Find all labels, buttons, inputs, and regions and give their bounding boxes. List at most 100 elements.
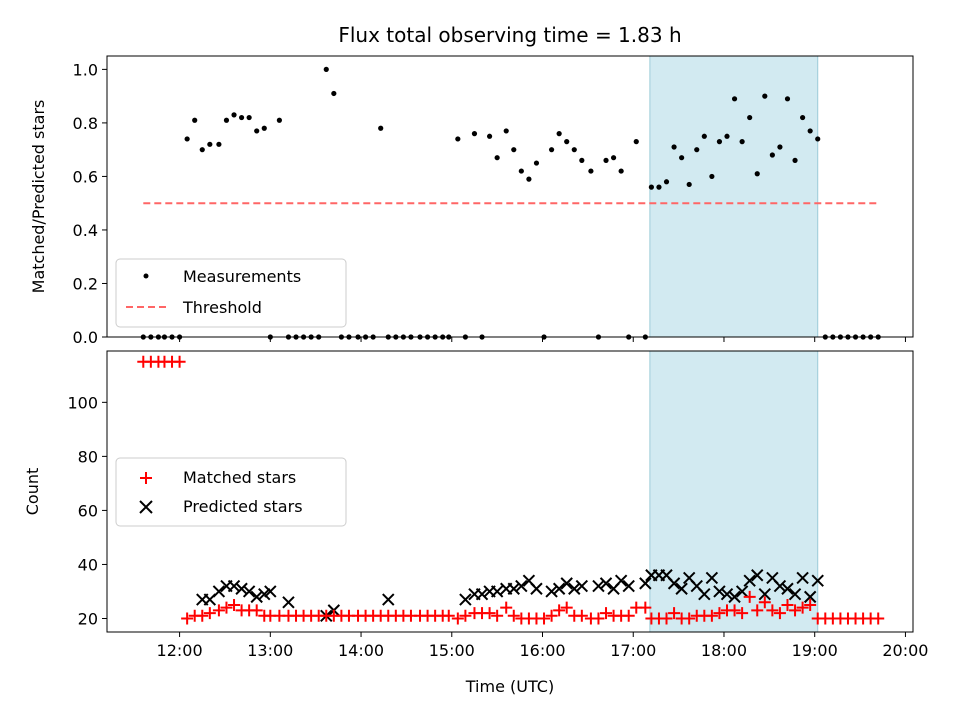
x-tick-label: 16:00 — [519, 641, 565, 660]
y-tick-label: 60 — [78, 501, 98, 520]
matched-star-point — [212, 604, 225, 617]
measurement-point — [731, 96, 738, 102]
matched-star-point — [639, 601, 652, 614]
y-tick-label: 0.0 — [73, 328, 98, 347]
measurement-point — [709, 173, 715, 180]
legend-measurements-label: Measurements — [183, 267, 301, 286]
predicted-star-point — [758, 587, 772, 601]
measurement-point — [701, 133, 707, 139]
measurement-point — [739, 139, 745, 145]
measurement-point — [261, 125, 267, 131]
predicted-star-point — [614, 574, 628, 587]
matched-star-point — [173, 355, 186, 368]
top-legend-box — [115, 258, 347, 328]
x-tick-label: 18:00 — [701, 641, 747, 660]
predicted-star-point — [728, 590, 741, 604]
bottom-legend-box — [115, 457, 347, 527]
x-tick-label: 17:00 — [610, 641, 656, 660]
measurement-point — [254, 128, 260, 134]
predicted-star-point — [242, 585, 256, 598]
predicted-star-point — [698, 587, 711, 601]
y-tick-label: 20 — [78, 609, 98, 628]
matched-star-point — [668, 607, 681, 620]
matched-star-point — [483, 607, 496, 620]
measurement-point — [556, 131, 562, 137]
matched-star-point — [660, 612, 673, 625]
measurement-point — [486, 133, 493, 139]
measurement-point — [276, 117, 282, 123]
predicted-star-point — [781, 582, 794, 595]
predicted-star-point — [713, 585, 726, 598]
predicted-star-point — [552, 582, 566, 595]
measurement-point — [679, 155, 685, 161]
predicted-star-point — [258, 587, 271, 601]
highlight-span-bottom — [649, 350, 819, 633]
predicted-star-point — [720, 587, 734, 601]
predicted-star-point — [675, 582, 688, 595]
measurement-point — [769, 152, 775, 158]
predicted-star-point — [530, 582, 543, 595]
predicted-star-point — [622, 579, 635, 593]
predicted-star-point — [560, 577, 573, 590]
x-tick-label: 15:00 — [429, 641, 475, 660]
matched-star-point — [553, 604, 566, 617]
measurement-point — [471, 131, 478, 137]
predicted-star-point — [773, 579, 787, 593]
measurement-point — [238, 114, 245, 121]
top-legend: Measurements Threshold — [115, 258, 347, 328]
predicted-star-point — [592, 579, 605, 593]
matched-star-point — [538, 612, 551, 625]
measurement-point — [511, 147, 517, 153]
measurement-point — [784, 96, 791, 102]
matched-star-point — [751, 604, 764, 617]
measurement-point — [564, 139, 570, 145]
measurement-point — [588, 168, 594, 174]
measurement-point — [207, 141, 213, 147]
matched-star-point — [622, 609, 635, 622]
x-tick-label: 19:00 — [792, 641, 838, 660]
matched-star-point — [181, 612, 194, 625]
y-tick-label: 80 — [78, 447, 98, 466]
legend-predicted-label: Predicted stars — [183, 497, 303, 516]
bottom-panel-frame — [106, 350, 914, 633]
bottom-legend: Matched stars Predicted stars — [115, 457, 347, 527]
measurement-point — [671, 144, 677, 150]
measurement-point — [199, 147, 205, 153]
matched-star-point — [507, 609, 520, 622]
predicted-star-point — [751, 569, 764, 582]
measurement-point — [246, 114, 252, 121]
matched-star-point — [203, 607, 216, 620]
measurement-point — [192, 117, 198, 123]
matched-star-point — [220, 601, 233, 614]
top-panel-frame — [106, 55, 914, 338]
measurement-point — [694, 147, 700, 153]
x-tick-label: 12:00 — [157, 641, 203, 660]
y-tick-label: 40 — [78, 555, 98, 574]
measurement-point — [716, 139, 723, 145]
measurement-point — [331, 90, 337, 97]
predicted-star-point — [788, 587, 802, 601]
predicted-star-point — [599, 577, 613, 590]
bottom-panel: 20 40 60 80 100 12:00 13:00 14:00 15:00 16:00 17:… — [23, 350, 928, 696]
measurement-point — [724, 133, 730, 139]
predicted-star-point — [667, 577, 681, 590]
measurement-point — [579, 157, 585, 163]
measurement-point — [603, 157, 609, 163]
measurement-point — [807, 128, 813, 134]
measurement-point — [503, 128, 509, 134]
predicted-star-point — [705, 571, 719, 585]
legend-matched-label: Matched stars — [183, 468, 296, 487]
measurement-point — [223, 117, 230, 123]
measurement-point — [792, 157, 798, 163]
matched-star-point — [789, 604, 802, 617]
y-tick-label: 100 — [67, 393, 98, 412]
x-tick-label: 14:00 — [338, 641, 384, 660]
measurement-point — [754, 171, 760, 177]
matched-star-point — [773, 607, 786, 620]
measurement-point — [494, 155, 500, 161]
matched-star-point — [781, 598, 794, 611]
matched-star-point — [796, 601, 809, 614]
measurement-point — [184, 136, 190, 142]
predicted-star-point — [382, 593, 395, 606]
